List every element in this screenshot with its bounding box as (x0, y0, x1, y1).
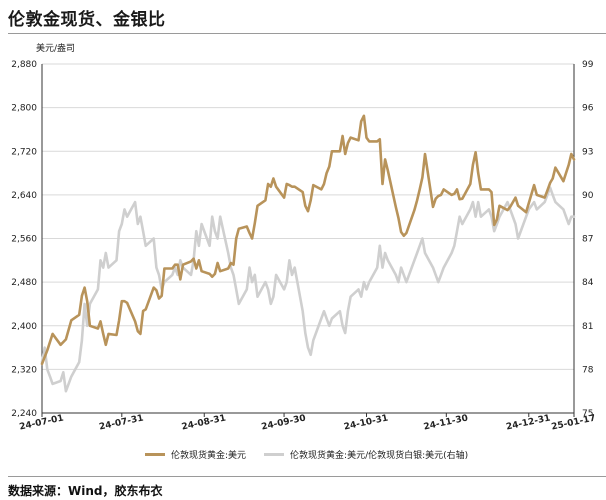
y-right-tick-1: 78 (582, 365, 594, 375)
y-right-tick-0: 75 (582, 409, 593, 419)
y-right-tick-5: 90 (582, 191, 594, 201)
y-left-tick-3: 2,480 (11, 278, 37, 288)
y-left-tick-4: 2,560 (11, 235, 37, 245)
legend-swatch-ratio (264, 453, 285, 456)
y-right-tick-2: 81 (582, 322, 593, 332)
y-right-tick-3: 84 (582, 278, 594, 288)
y-left-tick-2: 2,400 (11, 322, 37, 332)
source-note: 数据来源：Wind，胶东布衣 (8, 484, 163, 498)
chart-legend: 伦敦现货黄金:美元 伦敦现货黄金:美元/伦敦现货白银:美元(右轴) (145, 448, 468, 461)
y-left-tick-8: 2,880 (11, 60, 37, 70)
y-right-tick-6: 93 (582, 147, 593, 157)
legend-swatch-gold (145, 453, 165, 456)
y-right-tick-7: 96 (582, 104, 594, 114)
series-line-ratio (40, 186, 576, 393)
y-left-tick-0: 2,240 (11, 409, 37, 419)
y-left-tick-7: 2,800 (11, 104, 37, 114)
legend-label-gold: 伦敦现货黄金:美元 (171, 451, 247, 461)
y-left-tick-5: 2,640 (11, 191, 37, 201)
series-line-gold (40, 114, 576, 366)
y-right-tick-4: 87 (582, 235, 593, 245)
legend-item-ratio: 伦敦现货黄金:美元/伦敦现货白银:美元(右轴) (264, 448, 468, 461)
y-left-unit-label: 美元/盎司 (36, 42, 75, 54)
footer-divider (8, 476, 606, 477)
title-divider (8, 33, 606, 34)
y-right-tick-8: 99 (582, 60, 594, 70)
chart-title: 伦敦金现货、金银比 (8, 10, 166, 30)
y-left-tick-1: 2,320 (11, 365, 37, 375)
y-left-tick-6: 2,720 (11, 147, 37, 157)
legend-item-gold: 伦敦现货黄金:美元 (145, 448, 246, 461)
legend-label-ratio: 伦敦现货黄金:美元/伦敦现货白银:美元(右轴) (290, 451, 469, 461)
